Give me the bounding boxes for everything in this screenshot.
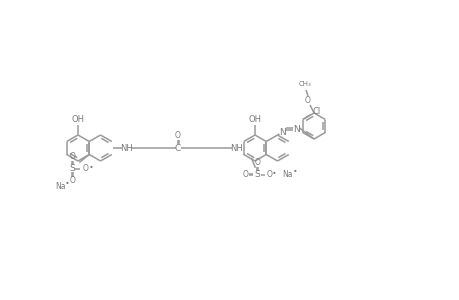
Text: S: S — [254, 170, 260, 179]
Text: O: O — [242, 170, 248, 179]
Text: O: O — [266, 170, 272, 179]
Text: ∙: ∙ — [89, 162, 94, 171]
Text: S: S — [69, 164, 75, 173]
Text: Cl: Cl — [312, 107, 320, 116]
Text: ∙: ∙ — [65, 178, 69, 187]
Text: C: C — [174, 143, 180, 152]
Text: Na: Na — [281, 170, 292, 179]
Text: O: O — [174, 130, 180, 140]
Text: O: O — [254, 158, 260, 167]
Text: N: N — [279, 128, 285, 136]
Text: OH: OH — [71, 115, 84, 124]
Text: NH: NH — [230, 143, 243, 152]
Text: CH₃: CH₃ — [298, 81, 311, 87]
Text: OH: OH — [248, 115, 261, 124]
Text: O: O — [82, 164, 88, 173]
Text: ∙: ∙ — [271, 168, 276, 177]
Text: O: O — [304, 95, 310, 104]
Text: O: O — [69, 176, 75, 185]
Text: ∙: ∙ — [292, 166, 297, 175]
Text: O: O — [69, 152, 75, 161]
Text: N: N — [292, 124, 299, 134]
Text: Na: Na — [55, 182, 65, 191]
Text: NH: NH — [120, 143, 133, 152]
